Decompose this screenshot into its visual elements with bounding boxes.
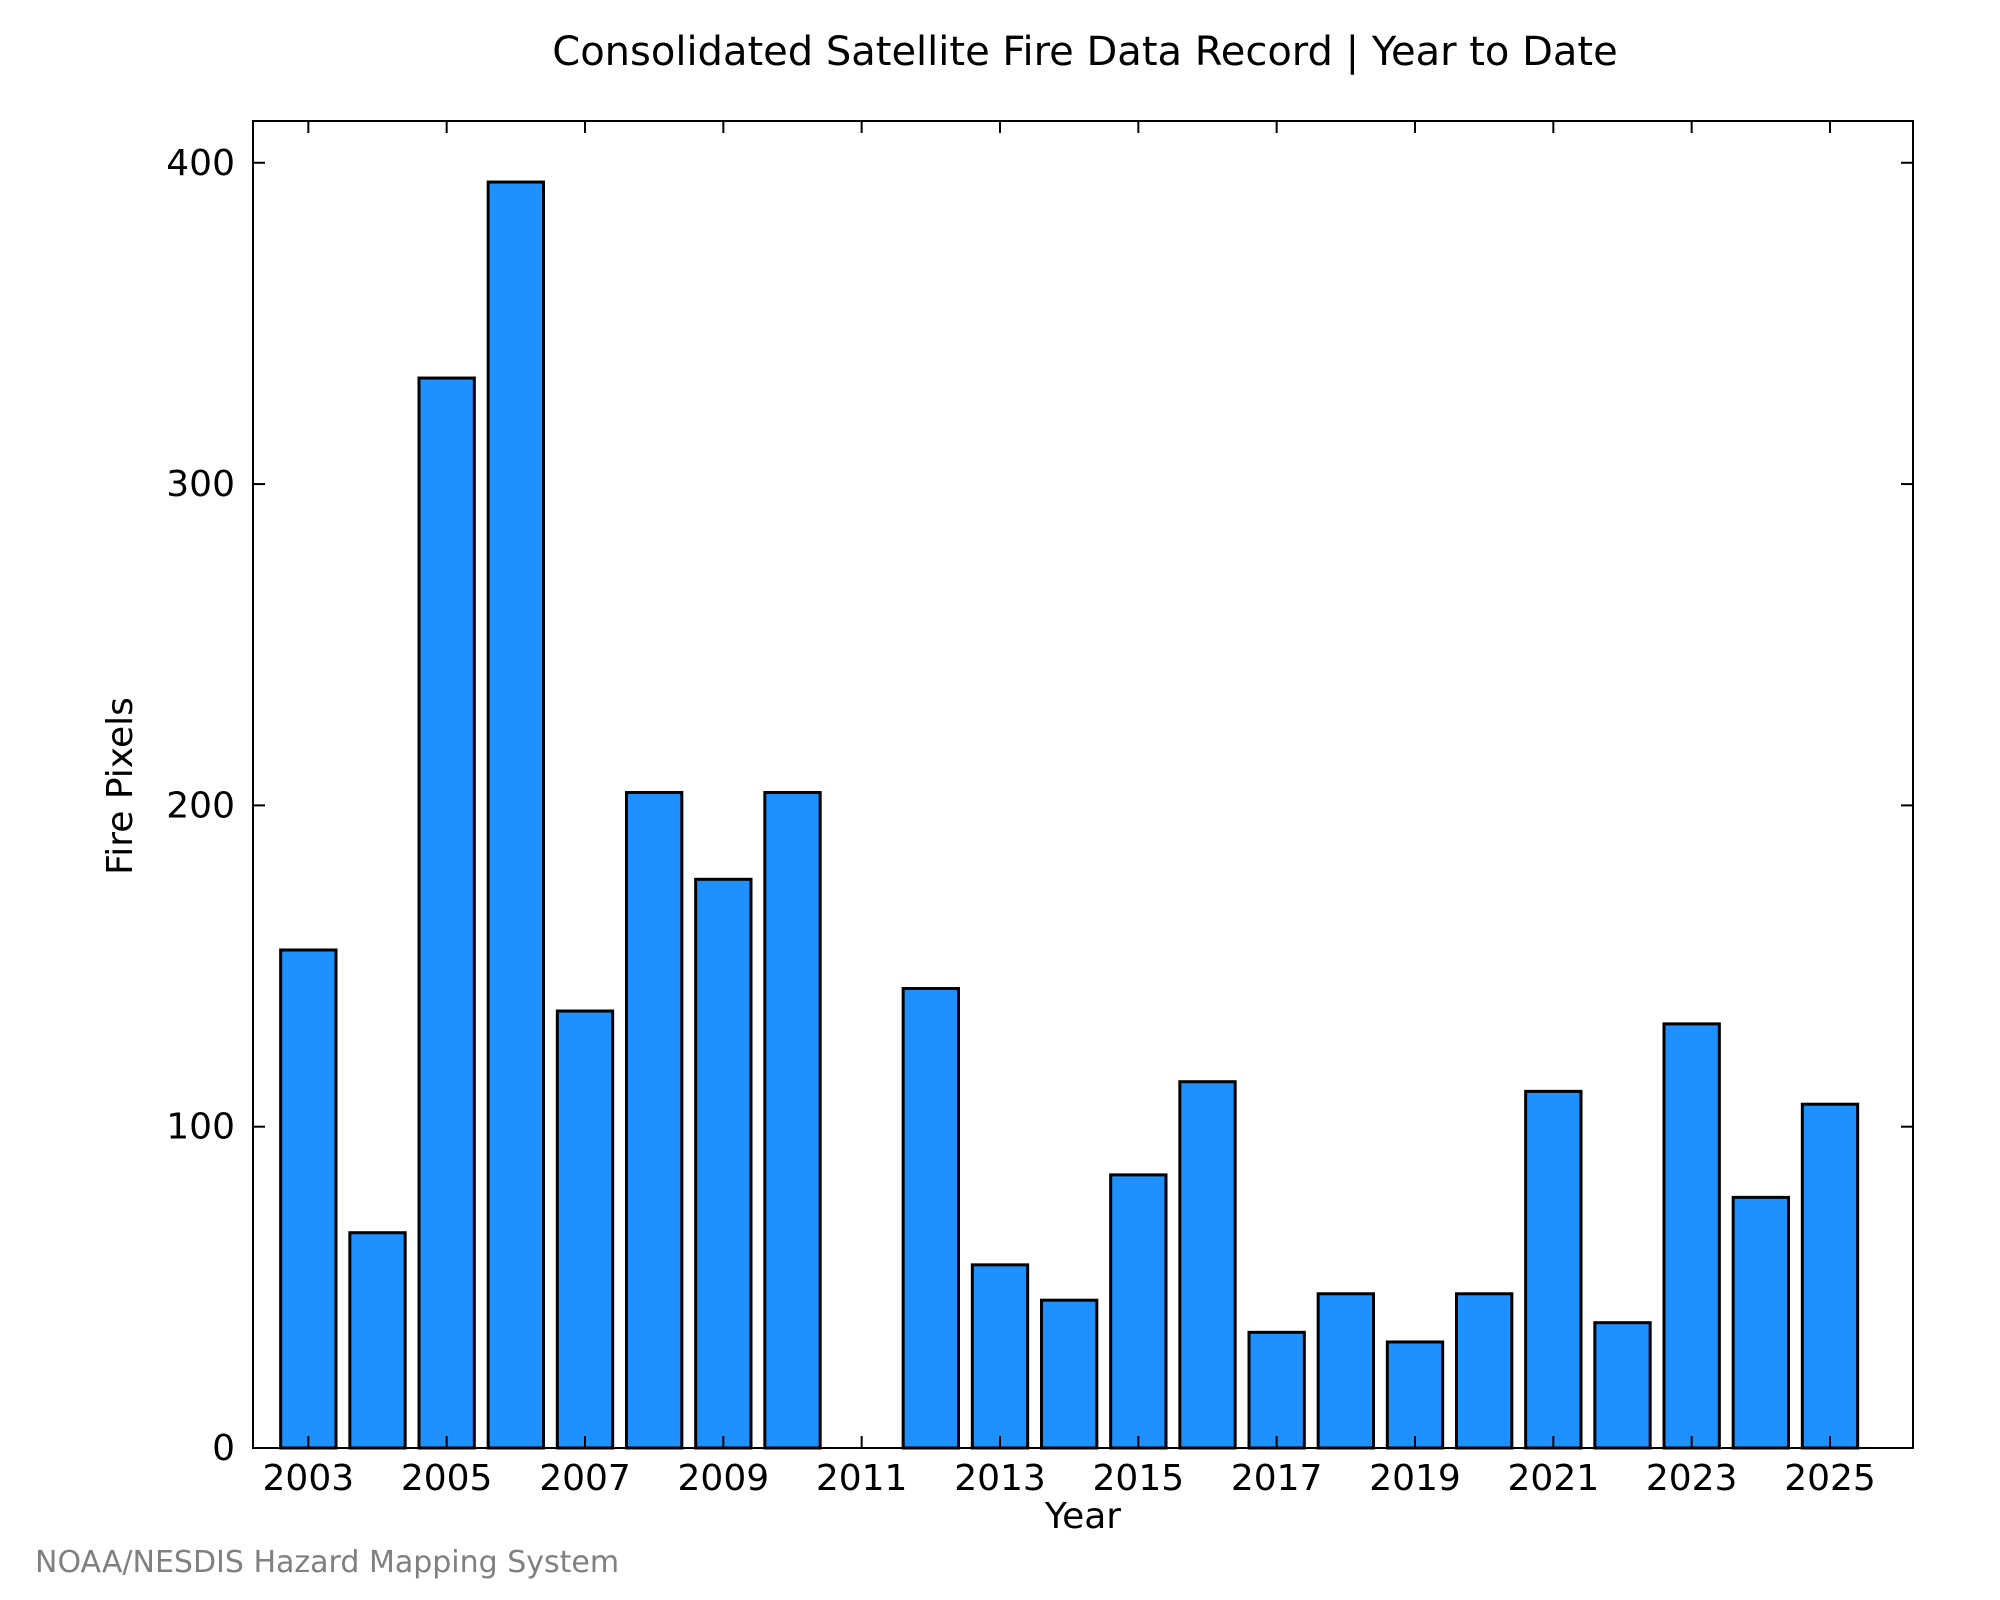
bar-2016 — [1178, 1080, 1237, 1450]
bar-2012 — [901, 987, 961, 1450]
x-tick-label-2025: 2025 — [1784, 1458, 1876, 1499]
y-tick-label-400: 400 — [166, 143, 235, 184]
x-tick-labels: 2003 2005 2007 2009 2011 2013 2015 2017 2019 2021… — [263, 1458, 1876, 1499]
bar-2007 — [555, 1009, 615, 1450]
x-tick-label-2015: 2015 — [1093, 1458, 1185, 1499]
x-axis-label: Year — [1044, 1496, 1121, 1537]
bar-2024 — [1731, 1195, 1790, 1450]
bar-2008 — [625, 791, 684, 1450]
x-tick-label-2013: 2013 — [954, 1458, 1046, 1499]
x-tick-label-2005: 2005 — [401, 1458, 493, 1499]
plot-frame — [252, 120, 1914, 1449]
y-tick-labels: 0 100 200 300 400 — [166, 143, 235, 1469]
bar-2020 — [1455, 1292, 1514, 1450]
bar-2021 — [1524, 1089, 1583, 1450]
x-tick-label-2017: 2017 — [1231, 1458, 1323, 1499]
x-tick-label-2003: 2003 — [263, 1458, 355, 1499]
x-tick-label-2023: 2023 — [1646, 1458, 1738, 1499]
y-axis-label: Fire Pixels — [100, 697, 141, 875]
bar-2003 — [279, 948, 338, 1450]
x-tick-label-2011: 2011 — [816, 1458, 908, 1499]
x-tick-label-2007: 2007 — [539, 1458, 631, 1499]
chart-title: Consolidated Satellite Fire Data Record … — [552, 29, 1617, 75]
bar-2004 — [348, 1231, 407, 1450]
y-tick-label-200: 200 — [166, 785, 235, 826]
x-tick-label-2021: 2021 — [1508, 1458, 1600, 1499]
y-tick-label-300: 300 — [166, 464, 235, 505]
bar-2009 — [694, 877, 753, 1450]
x-tick-label-2009: 2009 — [678, 1458, 770, 1499]
bar-2022 — [1593, 1321, 1652, 1450]
bar-2023 — [1662, 1022, 1721, 1450]
bar-2013 — [970, 1263, 1030, 1450]
bar-2014 — [1040, 1298, 1099, 1450]
bar-2025 — [1800, 1102, 1860, 1450]
ticks-group — [253, 121, 1913, 1449]
bar-2006 — [486, 180, 545, 1450]
y-tick-label-100: 100 — [166, 1107, 235, 1148]
bar-2005 — [417, 376, 476, 1450]
bar-2019 — [1385, 1340, 1445, 1450]
x-tick-label-2019: 2019 — [1369, 1458, 1461, 1499]
bar-2015 — [1109, 1173, 1168, 1450]
bar-2010 — [763, 791, 822, 1450]
bars-group — [279, 180, 1860, 1450]
bar-2017 — [1247, 1330, 1306, 1450]
y-tick-label-0: 0 — [212, 1428, 235, 1469]
bar-2018 — [1316, 1292, 1375, 1450]
credit-text: NOAA/NESDIS Hazard Mapping System — [35, 1545, 619, 1580]
